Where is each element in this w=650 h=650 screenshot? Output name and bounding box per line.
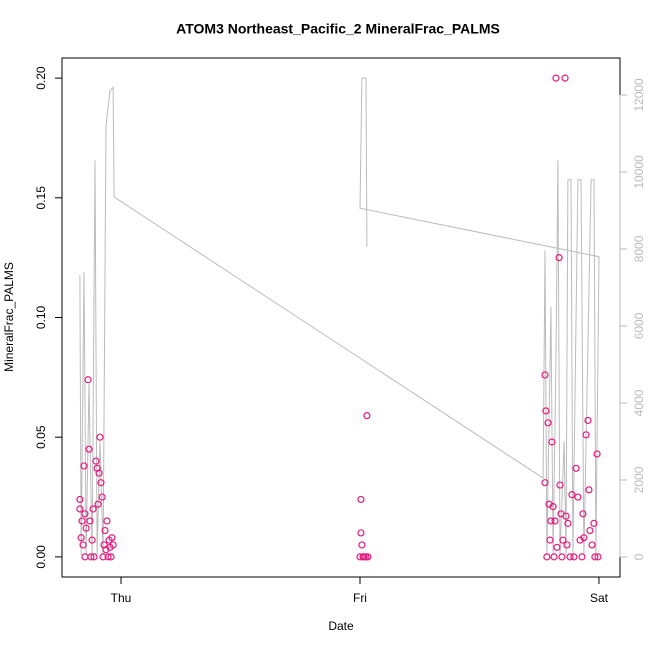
x-axis-label: Date <box>328 619 354 633</box>
data-point <box>566 553 574 561</box>
data-point <box>580 534 588 542</box>
data-point <box>76 495 84 504</box>
data-point <box>572 464 580 472</box>
data-point <box>546 536 554 544</box>
data-point <box>363 412 371 420</box>
data-point <box>585 486 593 494</box>
y-tick-label: 0.20 <box>34 66 48 90</box>
data-point <box>101 526 109 535</box>
data-point <box>94 500 102 508</box>
y-axis-label: MineralFrac_PALMS <box>2 262 16 372</box>
data-point <box>357 495 365 504</box>
data-point <box>357 529 365 537</box>
data-point <box>584 416 592 425</box>
data-point <box>552 74 560 82</box>
data-point <box>79 541 87 549</box>
data-point <box>555 254 563 262</box>
data-point <box>582 431 590 439</box>
data-point <box>87 553 95 561</box>
data-point <box>561 74 569 82</box>
y2-tick-label: 8000 <box>632 235 646 262</box>
data-point <box>96 433 104 441</box>
data-point <box>81 553 89 561</box>
y2-tick-label: 2000 <box>632 466 646 493</box>
data-point <box>90 553 98 561</box>
data-point <box>559 536 567 544</box>
altitude-line <box>79 77 600 556</box>
y2-tick-label: 6000 <box>632 312 646 339</box>
data-point <box>594 553 602 561</box>
data-point <box>562 512 570 520</box>
x-tick-label: Thu <box>111 591 132 605</box>
data-point <box>541 371 549 379</box>
data-point <box>578 553 586 561</box>
data-point <box>92 457 100 465</box>
x-tick-label: Sat <box>590 591 609 605</box>
data-point <box>364 553 372 561</box>
y-tick-label: 0.05 <box>34 425 48 449</box>
data-point <box>570 553 578 561</box>
y2-tick-label: 10000 <box>632 155 646 189</box>
data-point <box>82 524 90 532</box>
data-point <box>556 481 564 489</box>
y2-tick-label: 0 <box>632 553 646 560</box>
y-tick-label: 0.10 <box>34 305 48 329</box>
data-point <box>590 519 598 527</box>
chart-title: ATOM3 Northeast_Pacific_2 MineralFrac_PA… <box>176 21 500 37</box>
y-tick-label: 0.15 <box>34 186 48 210</box>
plot-box <box>61 57 621 578</box>
data-point <box>103 517 111 525</box>
data-point <box>544 419 552 427</box>
y-tick-label: 0.00 <box>34 545 48 569</box>
data-point <box>98 493 106 501</box>
data-point <box>551 517 559 525</box>
data-point <box>543 553 551 561</box>
data-point <box>579 510 587 518</box>
data-point <box>586 526 594 535</box>
data-point <box>109 541 117 549</box>
data-point <box>541 479 549 487</box>
data-point <box>80 462 88 470</box>
data-point <box>99 553 107 561</box>
data-point <box>86 517 94 525</box>
data-point <box>547 517 555 525</box>
data-point <box>593 450 601 458</box>
y2-tick-label: 12000 <box>632 78 646 112</box>
data-point <box>558 553 566 561</box>
data-point <box>542 407 550 415</box>
data-point <box>358 541 366 549</box>
data-point <box>81 510 89 518</box>
data-point <box>550 553 558 561</box>
data-point <box>84 376 92 384</box>
data-point <box>97 479 105 487</box>
data-point <box>85 445 93 453</box>
data-point <box>95 469 103 477</box>
data-point <box>548 438 556 446</box>
data-point <box>591 553 599 561</box>
data-point <box>108 534 116 542</box>
data-point <box>78 517 86 525</box>
data-point <box>564 519 572 527</box>
data-point <box>89 505 97 513</box>
data-point <box>77 534 85 542</box>
data-point <box>549 503 557 511</box>
data-point <box>553 543 561 551</box>
data-point <box>568 491 576 499</box>
y2-tick-label: 4000 <box>632 389 646 416</box>
data-point <box>107 553 115 561</box>
data-point <box>76 505 84 513</box>
data-point <box>588 541 596 549</box>
data-point <box>88 536 96 544</box>
x-tick-label: Fri <box>353 591 367 605</box>
data-point <box>104 553 112 561</box>
data-point <box>563 541 571 549</box>
data-point <box>574 493 582 501</box>
